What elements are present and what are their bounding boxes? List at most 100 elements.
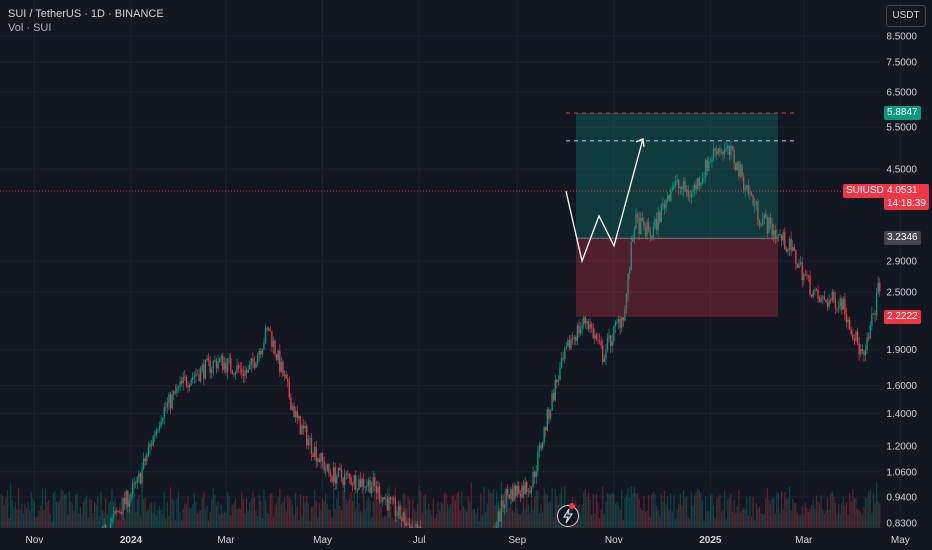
candle-body: [684, 181, 686, 192]
candle-body: [236, 365, 238, 373]
volume-bar: [141, 487, 143, 528]
candle-body: [495, 526, 498, 528]
candle-body: [565, 346, 568, 349]
volume-bar: [586, 497, 588, 528]
volume-bar: [815, 495, 818, 528]
candle-body: [772, 230, 775, 236]
volume-legend[interactable]: Vol · SUI: [8, 22, 52, 34]
volume-bar: [25, 508, 28, 528]
candle-body: [584, 317, 587, 324]
candle-body: [508, 494, 511, 499]
candle-body: [144, 458, 146, 462]
candle-body: [841, 298, 843, 310]
candle-body: [670, 189, 672, 201]
volume-bar: [258, 495, 260, 528]
volume-bar: [526, 491, 528, 528]
candle-body: [198, 374, 200, 381]
volume-bar: [424, 494, 427, 528]
volume-bar: [508, 507, 510, 528]
volume-bar: [598, 518, 601, 528]
candle-body: [845, 313, 848, 323]
candle-body: [275, 354, 278, 361]
candle-body: [242, 373, 245, 377]
time-axis[interactable]: SepNov2024MarMayJulSepNov2025MarMayJulSe…: [0, 535, 932, 546]
currency-button[interactable]: USDT: [886, 5, 926, 27]
volume-bar: [841, 503, 843, 528]
candle-body: [643, 220, 645, 226]
volume-bar: [356, 492, 358, 528]
volume-bar: [269, 493, 271, 528]
candle-body: [701, 177, 704, 183]
volume-bar: [315, 500, 317, 528]
volume-bar: [777, 493, 780, 528]
candle-body: [400, 519, 403, 521]
candle-body: [391, 498, 393, 500]
candle-body: [538, 445, 541, 452]
candle-body: [245, 370, 248, 373]
candle-body: [746, 185, 748, 188]
candle-body: [351, 484, 354, 486]
price-tick-label: 1.0600: [886, 467, 917, 478]
volume-bar: [822, 509, 824, 528]
candle-body: [741, 164, 743, 178]
candle-body: [712, 148, 715, 160]
candle-body: [760, 224, 762, 226]
volume-bar: [367, 497, 370, 528]
long-position-tool[interactable]: [576, 112, 778, 317]
candle-body: [389, 497, 392, 499]
candle-body: [576, 325, 579, 341]
candle-body: [682, 181, 685, 190]
volume-bar: [784, 492, 786, 528]
volume-bar: [81, 514, 83, 528]
volume-bar: [861, 515, 863, 528]
symbol-title[interactable]: SUI / TetherUS · 1D · BINANCE: [8, 8, 164, 20]
candle-body: [405, 522, 408, 526]
volume-bar: [283, 496, 286, 528]
volume-bar: [298, 520, 300, 528]
candle-body: [237, 365, 240, 369]
volume-bar: [477, 508, 479, 528]
volume-bar: [238, 508, 240, 528]
candle-body: [119, 511, 121, 513]
candle-body: [651, 236, 653, 238]
candle-body: [372, 477, 374, 487]
volume-bar: [418, 486, 420, 528]
volume-bar: [223, 511, 225, 528]
volume-bar: [212, 487, 214, 528]
candle-body: [605, 349, 607, 359]
time-label: May: [313, 535, 332, 546]
candle-body: [581, 324, 583, 329]
candle-body: [280, 361, 283, 372]
volume-bar: [720, 511, 723, 528]
candle-body: [807, 275, 810, 277]
volume-bar: [695, 492, 697, 528]
candle-body: [419, 527, 422, 528]
lightning-icon[interactable]: [557, 505, 579, 527]
candle-body: [833, 291, 835, 300]
volume-bar: [442, 503, 444, 528]
candle-body: [529, 490, 531, 493]
volume-bar: [456, 493, 458, 528]
volume-bar: [3, 504, 5, 528]
candlesticks[interactable]: [101, 140, 881, 528]
candle-body: [519, 494, 522, 498]
volume-bar: [105, 498, 107, 528]
candle-body: [763, 214, 765, 219]
volume-bar: [287, 495, 289, 528]
volume-bar: [228, 496, 230, 528]
volume-bar: [340, 509, 343, 528]
volume-bar: [648, 494, 650, 528]
volume-bar: [803, 514, 805, 528]
volume-bar: [14, 501, 17, 528]
volume-bar: [483, 486, 485, 528]
volume-bar: [819, 503, 821, 528]
volume-bar: [812, 498, 814, 528]
candle-body: [754, 204, 756, 206]
volume-bar: [185, 504, 188, 528]
volume-bar: [684, 497, 686, 528]
volume-bar: [660, 493, 662, 528]
volume-bar: [856, 508, 859, 528]
price-axis[interactable]: 8.5000 7.5000 6.5000 5.5000 4.5000 2.9000 2.50…: [886, 32, 917, 530]
volume-bar: [499, 516, 501, 528]
